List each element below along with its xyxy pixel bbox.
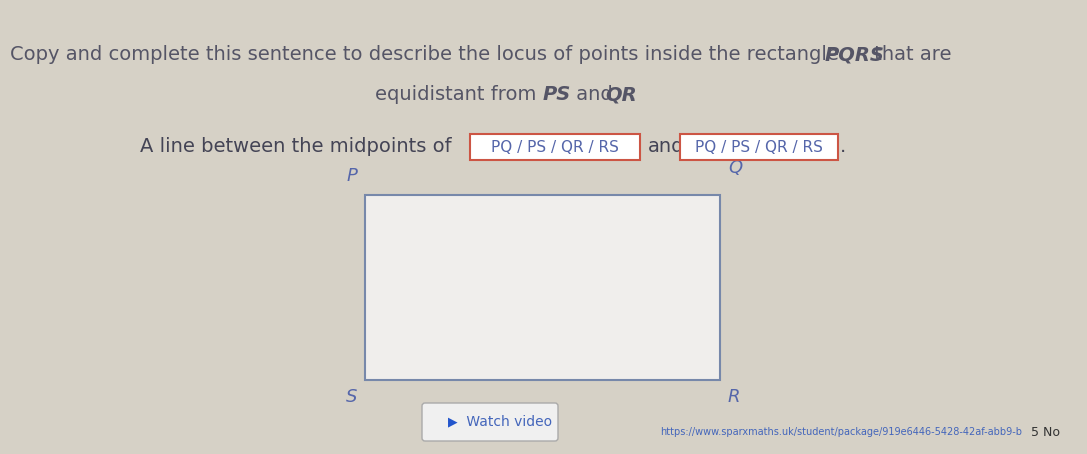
Text: Copy and complete this sentence to describe the locus of points inside the recta: Copy and complete this sentence to descr… xyxy=(10,45,845,64)
Text: and: and xyxy=(570,85,619,104)
Text: A line between the midpoints of: A line between the midpoints of xyxy=(140,138,451,157)
Text: Watch video: Watch video xyxy=(462,415,552,429)
Text: and: and xyxy=(648,138,685,157)
Text: ▶: ▶ xyxy=(448,415,458,429)
Text: that are: that are xyxy=(869,45,951,64)
Text: PS: PS xyxy=(544,85,572,104)
Text: :: : xyxy=(630,85,637,104)
Bar xyxy=(470,134,640,160)
Text: .: . xyxy=(840,138,847,157)
Text: Q: Q xyxy=(728,159,742,177)
FancyBboxPatch shape xyxy=(422,403,558,441)
Bar xyxy=(680,134,838,160)
Text: QR: QR xyxy=(605,85,637,104)
Text: PQ / PS / QR / RS: PQ / PS / QR / RS xyxy=(695,139,823,154)
Text: equidistant from: equidistant from xyxy=(375,85,544,104)
Text: P: P xyxy=(346,167,357,185)
Text: 5 No: 5 No xyxy=(1030,425,1060,439)
Text: PQ / PS / QR / RS: PQ / PS / QR / RS xyxy=(491,139,619,154)
Text: https://www.sparxmaths.uk/student/package/919e6446-5428-42af-abb9-b: https://www.sparxmaths.uk/student/packag… xyxy=(660,427,1022,437)
Text: S: S xyxy=(346,388,357,406)
Bar xyxy=(365,195,720,380)
Text: R: R xyxy=(728,388,740,406)
Text: PQRS: PQRS xyxy=(825,45,885,64)
